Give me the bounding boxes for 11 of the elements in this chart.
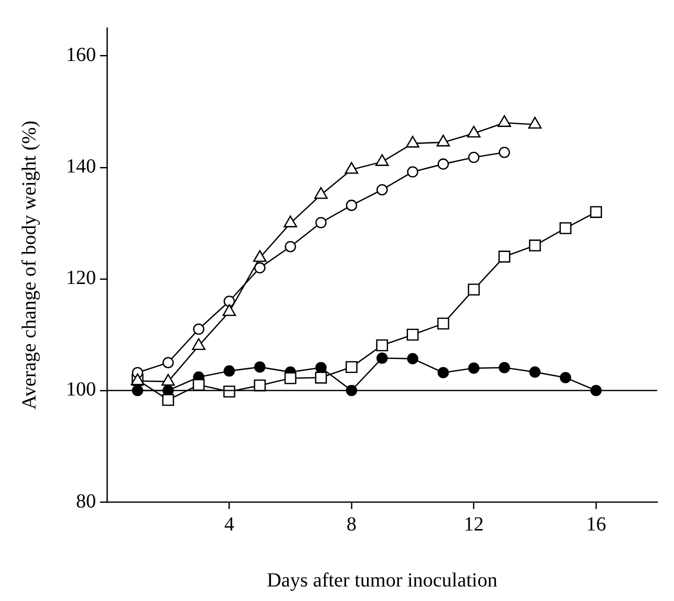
x-axis-title: Days after tumor inoculation bbox=[266, 569, 498, 592]
y-tick-label: 160 bbox=[66, 44, 96, 66]
y-tick-label: 80 bbox=[76, 490, 96, 512]
x-tick-label: 8 bbox=[346, 513, 357, 536]
y-tick-label: 100 bbox=[66, 378, 96, 401]
x-tick-label: 12 bbox=[464, 513, 484, 536]
y-tick-label: 120 bbox=[66, 267, 96, 290]
x-tick-label: 16 bbox=[586, 513, 606, 536]
y-axis-title: Average change of body weight (%) bbox=[18, 120, 40, 410]
x-tick-label: 4 bbox=[224, 513, 234, 536]
y-tick-label: 140 bbox=[66, 156, 96, 178]
